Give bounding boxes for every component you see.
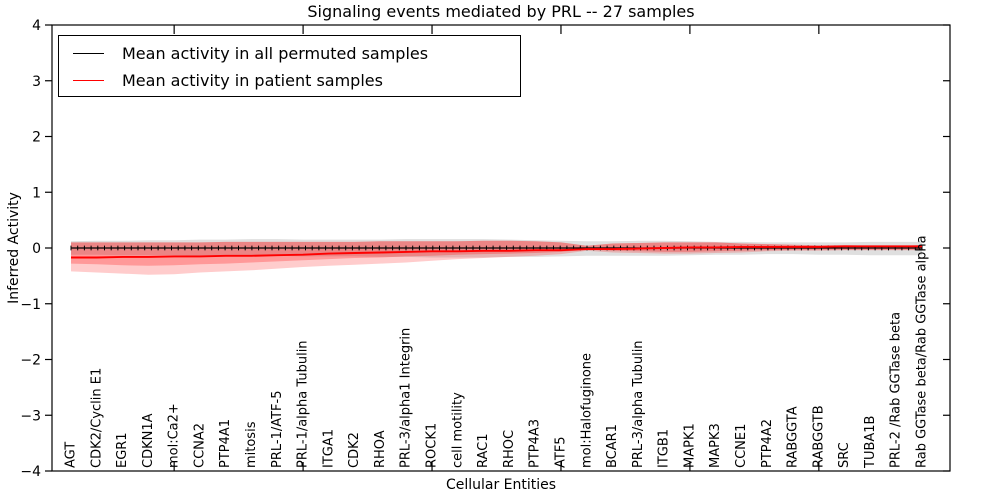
x-tick-label: MAPK3 xyxy=(708,423,723,468)
x-tick-label: RABGGTA xyxy=(786,406,801,468)
chart-title: Signaling events mediated by PRL -- 27 s… xyxy=(307,2,695,21)
y-tick-label: −1 xyxy=(20,297,41,313)
x-tick-label: ATF5 xyxy=(553,436,568,468)
x-tick-label: PTP4A1 xyxy=(218,419,233,468)
x-tick-label: mol:Halofuginone xyxy=(579,353,594,468)
x-tick-label: ROCK1 xyxy=(425,423,440,468)
x-tick-label: CCNE1 xyxy=(734,424,749,468)
x-tick-label: SRC xyxy=(837,442,852,468)
x-tick-label: CDKN1A xyxy=(141,413,156,468)
y-tick-label: −3 xyxy=(20,408,41,424)
x-tick-label: CCNA2 xyxy=(192,423,207,468)
y-tick-label: 2 xyxy=(32,130,41,146)
patient-range-outer-band xyxy=(71,240,922,275)
x-tick-label: BCAR1 xyxy=(605,424,620,468)
x-tick-label: EGR1 xyxy=(115,432,130,468)
y-tick-label: −4 xyxy=(20,464,41,480)
x-tick-label: RHOA xyxy=(373,430,388,468)
y-tick-label: 0 xyxy=(32,241,41,257)
x-tick-label: Rab GGTase beta/Rab GGTase alpha xyxy=(915,235,930,468)
x-tick-label: CDK2 xyxy=(347,432,362,468)
x-tick-label: PRL-1/ATF-5 xyxy=(270,391,285,469)
y-tick-label: 1 xyxy=(32,185,41,201)
legend: Mean activity in all permuted samples Me… xyxy=(58,35,521,97)
x-axis-label: Cellular Entities xyxy=(445,477,557,493)
legend-item-label: Mean activity in all permuted samples xyxy=(122,44,429,63)
x-tick-label: cell motility xyxy=(450,392,465,468)
x-tick-label: MAPK1 xyxy=(682,423,697,468)
x-tick-label: PTP4A3 xyxy=(528,419,543,468)
permuted-line-swatch xyxy=(73,53,104,54)
patient-mean-line xyxy=(71,245,922,259)
patient-line-swatch xyxy=(73,80,104,81)
y-tick-label: −2 xyxy=(20,353,41,369)
x-tick-label: PRL-2 /Rab GGTase beta xyxy=(889,312,904,468)
x-tick-label: AGT xyxy=(64,442,79,468)
x-tick-label: PRL-1/alpha Tubulin xyxy=(296,340,311,468)
x-tick-label: ITGA1 xyxy=(321,429,336,468)
x-tick-label: mol:Ca2+ xyxy=(167,403,182,468)
x-tick-label: PRL-3/alpha1 Integrin xyxy=(399,328,414,468)
x-tick-label: RAC1 xyxy=(476,433,491,468)
legend-item: Mean activity in patient samples xyxy=(73,67,520,94)
x-tick-label: TUBA1B xyxy=(863,416,878,469)
x-tick-label: PTP4A2 xyxy=(760,419,775,468)
y-tick-label: 3 xyxy=(32,74,41,90)
x-tick-label: RHOC xyxy=(502,430,517,468)
y-tick-label: 4 xyxy=(32,18,41,34)
x-tick-label: mitosis xyxy=(244,421,259,468)
x-tick-label: ITGB1 xyxy=(657,429,672,468)
x-tick-label: PRL-3/alpha Tubulin xyxy=(631,340,646,468)
legend-item: Mean activity in all permuted samples xyxy=(73,40,520,67)
x-tick-label: RABGGTB xyxy=(811,405,826,468)
x-tick-label: CDK2/Cyclin E1 xyxy=(89,368,104,468)
legend-item-label: Mean activity in patient samples xyxy=(122,71,383,90)
